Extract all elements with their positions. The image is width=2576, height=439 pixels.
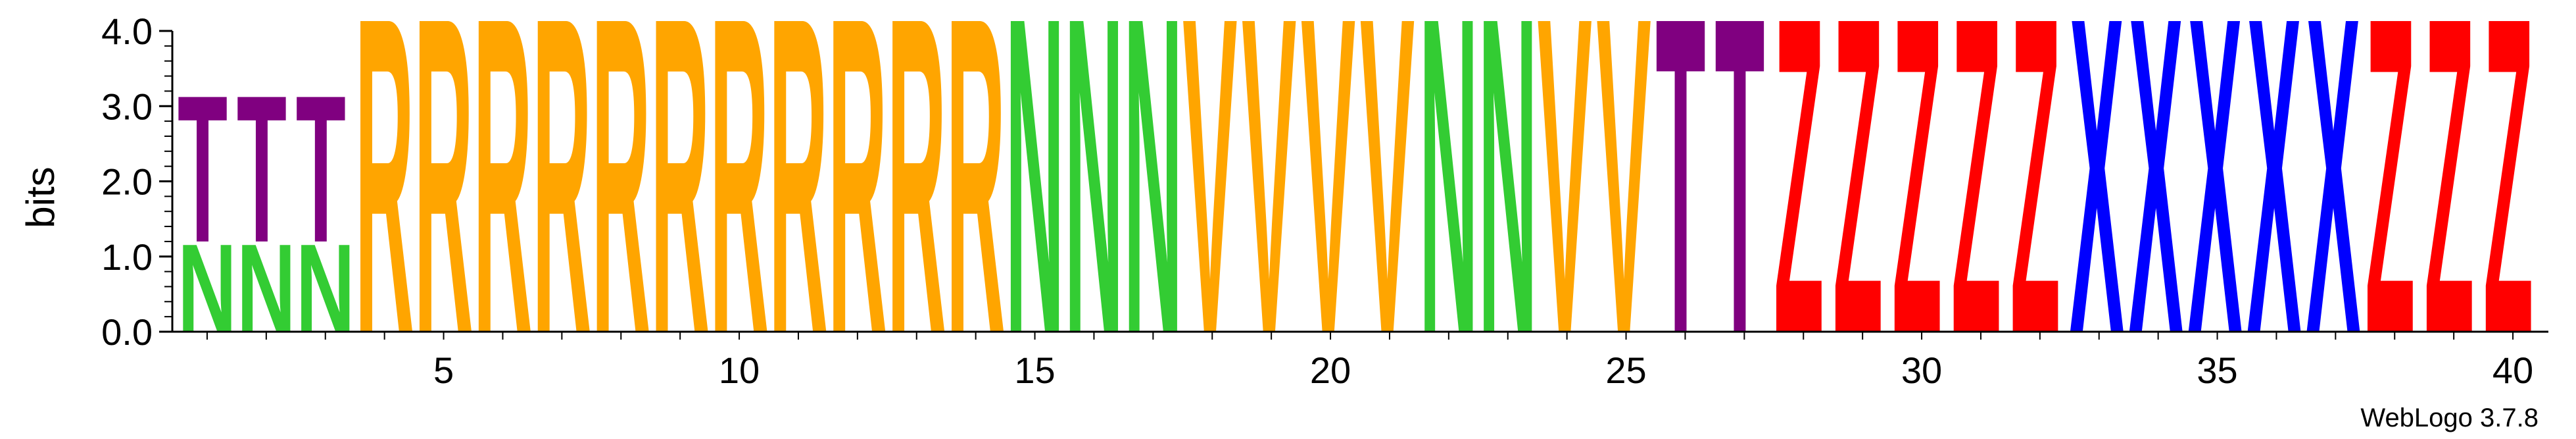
- logo-letter-v: V: [1597, 0, 1652, 428]
- logo-letter-x: X: [2129, 0, 2184, 428]
- logo-letter-r: R: [414, 0, 474, 428]
- x-tick-label: 30: [1901, 349, 1942, 391]
- y-tick-label: 3.0: [101, 86, 153, 127]
- x-tick-label: 20: [1310, 349, 1351, 391]
- logo-letter-r: R: [591, 0, 650, 428]
- logo-letter-z: Z: [1833, 0, 1883, 428]
- logo-letter-r: R: [650, 0, 710, 428]
- logo-letter-v: V: [1538, 0, 1593, 428]
- logo-letter-t: T: [1656, 0, 1706, 428]
- y-tick-label: 1.0: [101, 236, 153, 278]
- logo-letter-r: R: [532, 0, 591, 428]
- logo-letter-t: T: [296, 53, 346, 287]
- logo-letter-v: V: [1242, 0, 1297, 428]
- logo-letter-r: R: [355, 0, 414, 428]
- logo-letter-n: N: [1123, 0, 1182, 428]
- y-tick-label: 4.0: [101, 11, 153, 52]
- logo-letter-r: R: [946, 0, 1006, 428]
- logo-letter-z: Z: [1774, 0, 1824, 428]
- logo-letter-r: R: [474, 0, 533, 428]
- logo-letter-r: R: [769, 0, 828, 428]
- logo-letter-x: X: [2070, 0, 2125, 428]
- logo-letter-t: T: [178, 53, 228, 287]
- x-tick-label: 35: [2197, 349, 2237, 391]
- logo-letter-z: Z: [2365, 0, 2415, 428]
- logo-letter-z: Z: [2424, 0, 2474, 428]
- weblogo-version-label: WebLogo 3.7.8: [2360, 403, 2539, 432]
- logo-letter-v: V: [1360, 0, 1415, 428]
- x-tick-label: 40: [2492, 349, 2533, 391]
- y-tick-label: 2.0: [101, 161, 153, 203]
- logo-letter-v: V: [1182, 0, 1238, 428]
- y-axis-label: bits: [18, 167, 62, 228]
- axes: bits WebLogo 3.7.8 0.0 1.0 2.0 3.0 4.0 5 10 15 2…: [18, 11, 2548, 432]
- logo-letter-z: Z: [1892, 0, 1942, 428]
- logo-letter-t: T: [1714, 0, 1764, 428]
- x-tick-label: 5: [433, 349, 454, 391]
- logo-letter-v: V: [1301, 0, 1356, 428]
- x-tick-label: 25: [1605, 349, 1646, 391]
- x-tick-label: 10: [719, 349, 760, 391]
- logo-letter-t: T: [237, 53, 287, 287]
- logo-letter-r: R: [887, 0, 946, 428]
- logo-letter-z: Z: [2483, 0, 2533, 428]
- logo-letter-z: Z: [1951, 0, 2001, 428]
- logo-letter-n: N: [1006, 0, 1065, 428]
- logo-letter-r: R: [828, 0, 887, 428]
- logo-letter-n: N: [1478, 0, 1538, 428]
- logo-letter-n: N: [1065, 0, 1124, 428]
- logo-letter-r: R: [710, 0, 769, 428]
- y-tick-label: 0.0: [101, 311, 153, 353]
- logo-letter-x: X: [2247, 0, 2302, 428]
- logo-letter-z: Z: [2010, 0, 2060, 428]
- logo-letter-x: X: [2306, 0, 2361, 428]
- logo-letter-x: X: [2188, 0, 2243, 428]
- x-tick-label: 15: [1014, 349, 1055, 391]
- logo-letter-n: N: [1419, 0, 1478, 428]
